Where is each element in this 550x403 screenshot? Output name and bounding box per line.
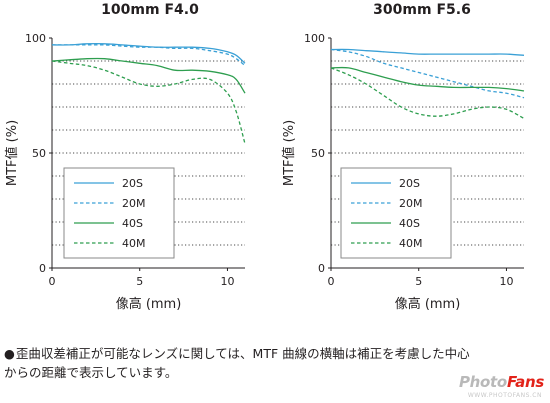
watermark-fans: Fans	[506, 373, 544, 391]
legend-box	[63, 167, 175, 259]
y-axis-label: MTF値 (%)	[281, 120, 297, 186]
legend-box	[340, 167, 452, 259]
y-axis-label: MTF値 (%)	[4, 120, 20, 186]
x-tick-label: 0	[49, 275, 56, 288]
footnote-text: 歪曲収差補正が可能なレンズに関しては、MTF 曲線の横軸は補正を考慮した中心から…	[4, 346, 470, 380]
series-line-40m	[330, 67, 525, 120]
legend-label-40s: 40S	[399, 217, 420, 230]
chart-title: 300mm F5.6	[373, 2, 471, 18]
x-tick-label: 5	[415, 275, 422, 288]
x-axis-label: 像高 (mm)	[116, 296, 182, 312]
x-tick-label: 10	[220, 275, 234, 288]
series-line-40s	[330, 66, 525, 92]
y-tick-label: 0	[318, 262, 325, 275]
footnote: ●歪曲収差補正が可能なレンズに関しては、MTF 曲線の横軸は補正を考慮した中心か…	[4, 344, 474, 382]
legend-label-20s: 20S	[399, 177, 420, 190]
watermark-url: WWW.PHOTOFANS.CN	[467, 392, 542, 399]
watermark-photo: Photo	[458, 373, 507, 391]
legend-label-20m: 20M	[399, 197, 423, 210]
footnote-bullet: ●	[4, 346, 15, 361]
legend-label-40s: 40S	[122, 217, 143, 230]
y-tick-label: 50	[32, 147, 46, 160]
y-tick-label: 100	[25, 32, 46, 45]
x-tick-label: 0	[328, 275, 335, 288]
y-tick-label: 100	[304, 32, 325, 45]
series-line-40s	[51, 57, 246, 94]
chart-title: 100mm F4.0	[101, 2, 199, 18]
x-tick-label: 5	[136, 275, 143, 288]
legend-label-20m: 20M	[122, 197, 146, 210]
x-axis-label: 像高 (mm)	[395, 296, 461, 312]
series-line-20m	[330, 48, 525, 99]
series-line-20m	[52, 44, 246, 67]
series-line-20s	[330, 48, 525, 56]
legend-label-20s: 20S	[122, 177, 143, 190]
series-line-40m	[51, 60, 246, 144]
y-tick-label: 0	[39, 262, 46, 275]
legend: 20S 20M 40S 40M	[63, 167, 175, 259]
y-tick-label: 50	[311, 147, 325, 160]
legend-label-40m: 40M	[399, 237, 423, 250]
x-tick-label: 10	[499, 275, 513, 288]
photofans-watermark: PhotoFans	[459, 373, 544, 391]
legend: 20S 20M 40S 40M	[340, 167, 452, 259]
legend-label-40m: 40M	[122, 237, 146, 250]
